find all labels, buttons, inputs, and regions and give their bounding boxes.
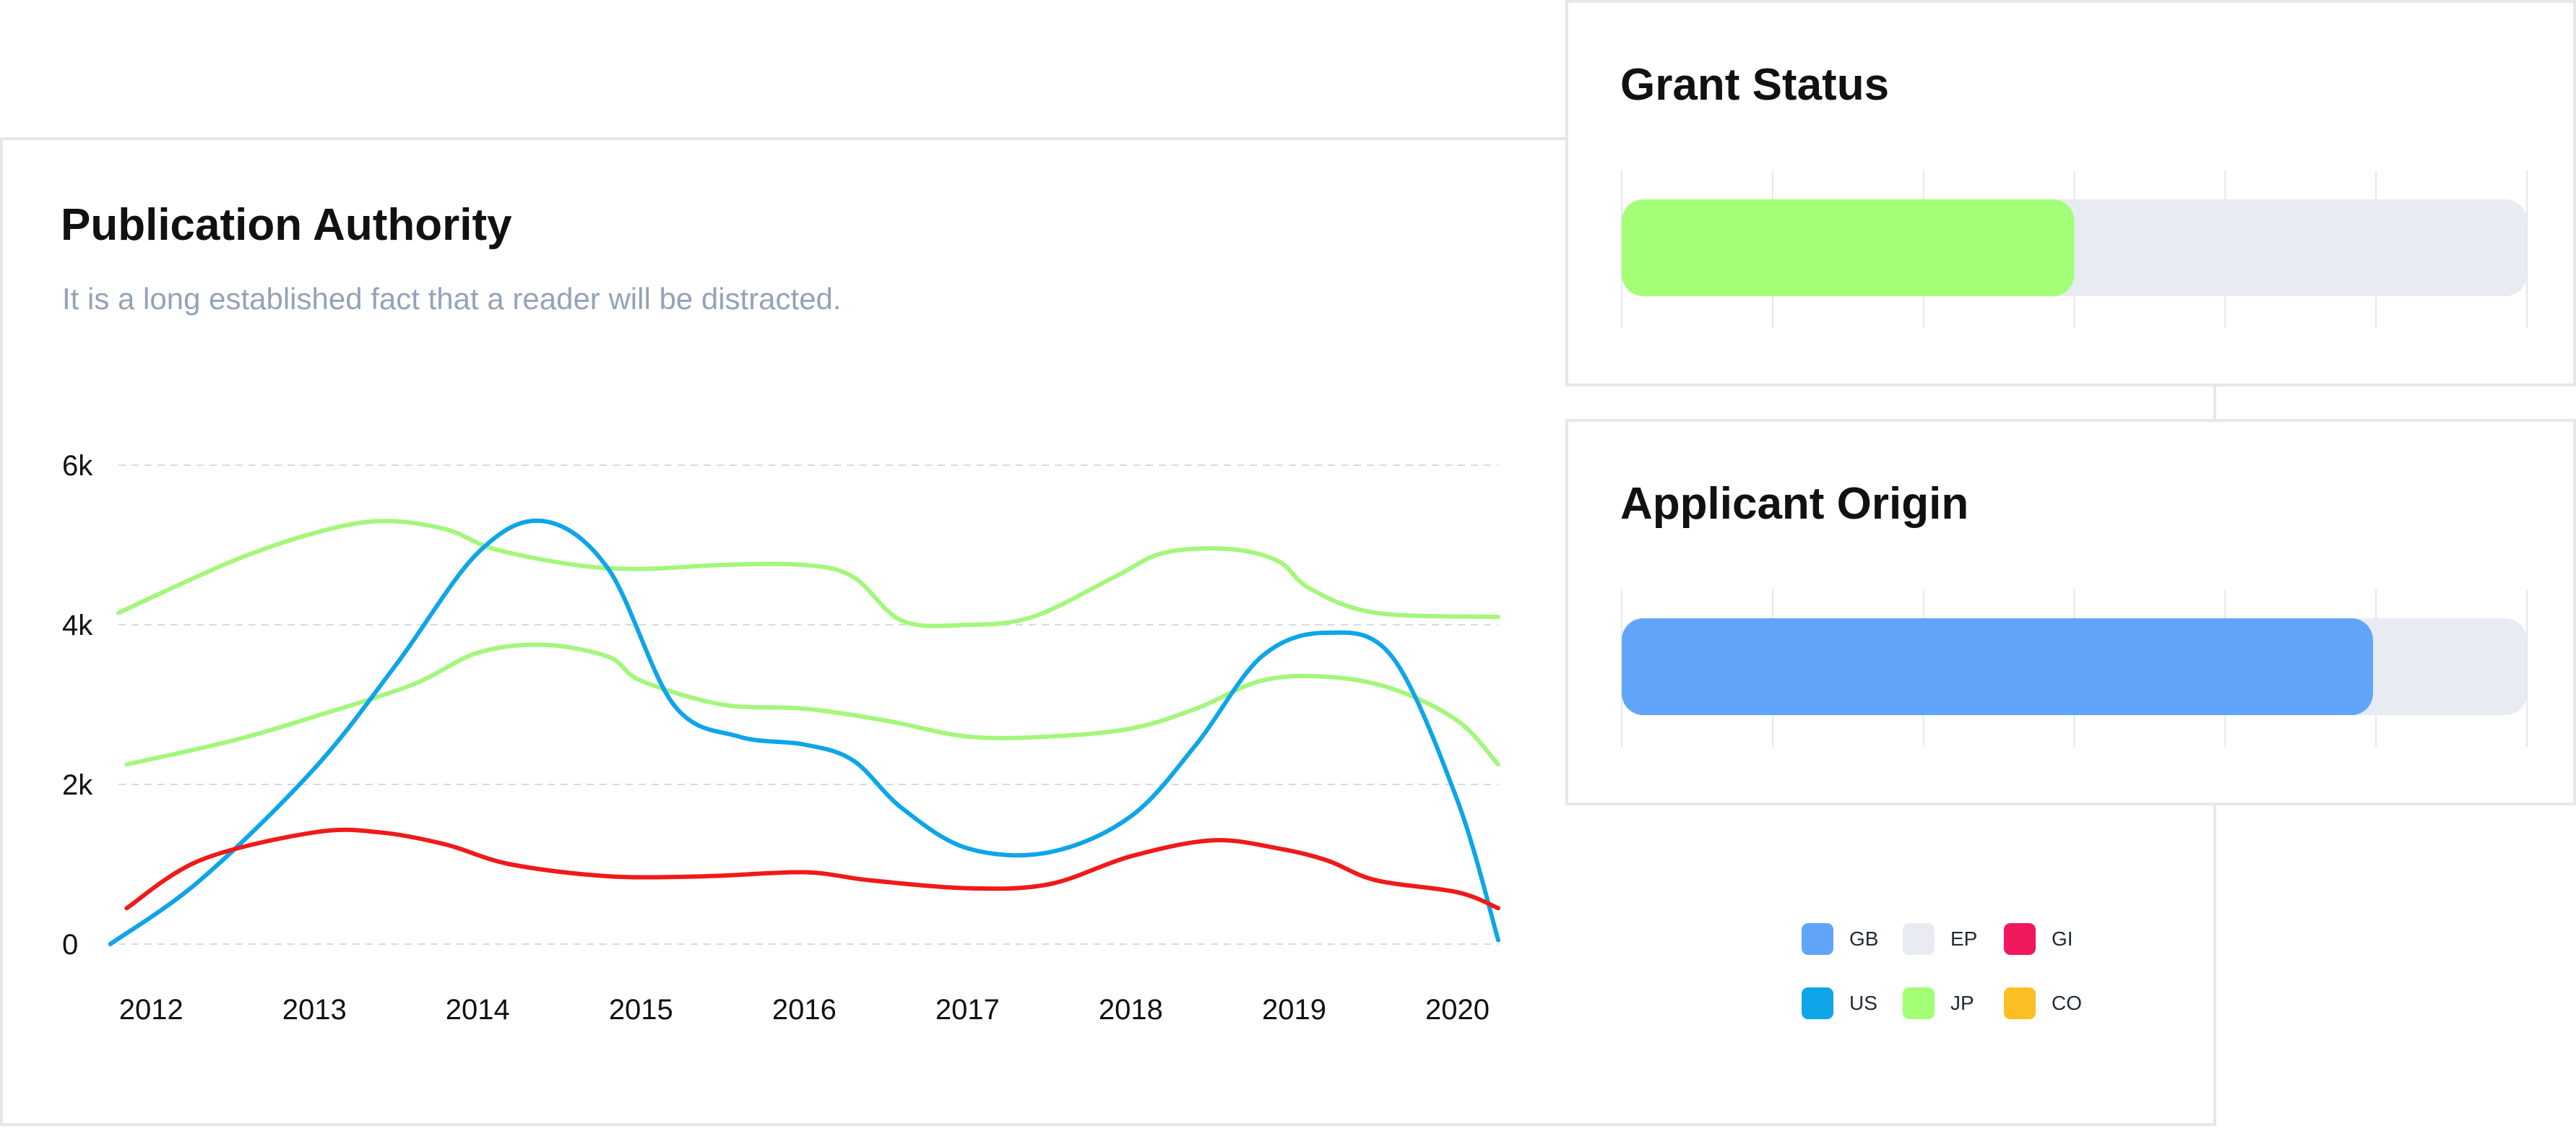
series-line-3	[124, 827, 1500, 911]
legend-swatch	[1903, 923, 1935, 955]
y-tick-label: 4k	[62, 610, 93, 641]
chart-title: Publication Authority	[61, 200, 512, 250]
x-tick-label: 2015	[609, 994, 673, 1026]
applicant-origin-bar-chart	[1621, 589, 2528, 747]
legend-swatch	[1802, 923, 1833, 955]
series-line-2	[108, 518, 1500, 946]
x-tick-label: 2014	[446, 994, 510, 1026]
chart-subtitle: It is a long established fact that a rea…	[62, 282, 842, 316]
x-tick-label: 2020	[1425, 994, 1490, 1026]
legend-swatch	[1802, 987, 1833, 1019]
legend-label: GI	[2052, 927, 2073, 950]
y-tick-label: 2k	[62, 769, 93, 801]
series-line-0	[116, 519, 1500, 628]
y-tick-label: 0	[62, 929, 78, 961]
x-tick-label: 2013	[282, 994, 347, 1026]
grant-status-title: Grant Status	[1620, 60, 1890, 110]
legend-swatch	[2004, 987, 2036, 1019]
legend-swatch	[1903, 987, 1935, 1019]
legend-item-gb: GB	[1802, 923, 1878, 955]
legend-item-us: US	[1802, 987, 1877, 1019]
x-tick-label: 2018	[1099, 994, 1163, 1026]
legend-label: JP	[1950, 992, 1974, 1014]
legend-item-gi: GI	[2004, 923, 2073, 955]
applicant-origin-title: Applicant Origin	[1620, 479, 1969, 529]
grant-status-bar-chart	[1621, 170, 2528, 328]
legend-label: GB	[1849, 927, 1879, 950]
x-tick-label: 2019	[1262, 994, 1326, 1026]
legend-label: EP	[1950, 927, 1978, 950]
applicant-origin-fill	[1622, 618, 2373, 715]
x-tick-label: 2016	[772, 994, 837, 1026]
y-tick-label: 6k	[62, 450, 93, 482]
legend-item-co: CO	[2004, 987, 2082, 1019]
legend-swatch	[2004, 923, 2036, 955]
line-chart: 0 2k 4k 6k 2012 2013 2014 2015 2016 2017 2018 2019 2…	[62, 450, 1500, 1026]
legend-label: CO	[2052, 992, 2082, 1014]
applicant-origin-card: Applicant Origin	[1565, 419, 2576, 805]
grant-status-fill	[1622, 199, 2075, 296]
x-tick-label: 2012	[119, 994, 183, 1026]
x-tick-label: 2017	[935, 994, 1000, 1026]
series-line-1	[124, 642, 1500, 767]
legend-item-jp: JP	[1903, 987, 1974, 1019]
legend-item-ep: EP	[1903, 923, 1977, 955]
legend-label: US	[1849, 992, 1877, 1014]
grant-status-card: Grant Status	[1565, 0, 2576, 386]
